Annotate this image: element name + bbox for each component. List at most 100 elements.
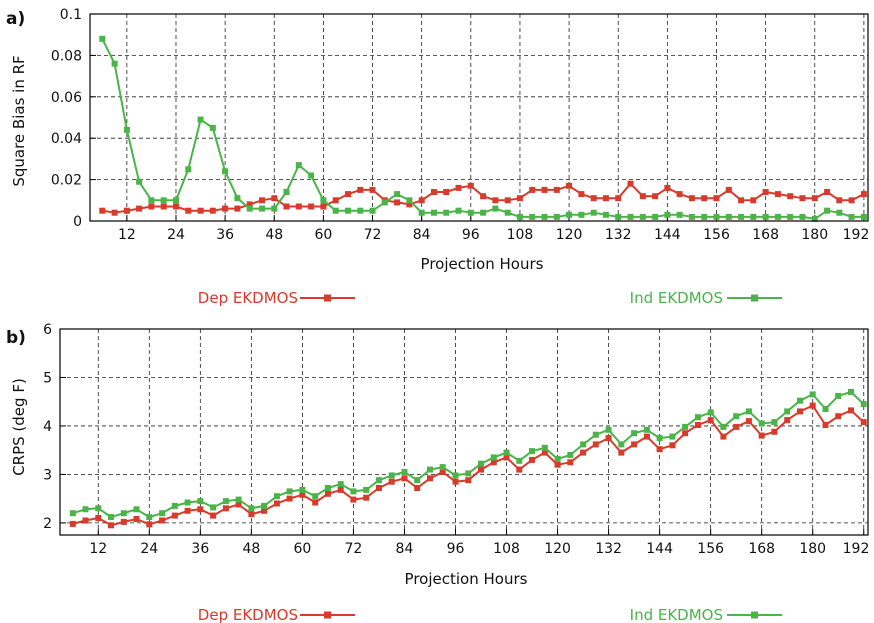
data-point [787,213,794,220]
panel-b-plot-frame [59,328,869,536]
data-point [312,493,319,500]
data-point [184,499,191,506]
x-tick-label: 48 [242,541,260,557]
data-point [669,442,676,449]
data-point [809,402,816,409]
data-point [173,203,179,210]
data-point [627,180,634,187]
data-point [357,186,364,193]
data-point [602,211,609,218]
data-point [345,191,351,198]
data-point [160,197,167,204]
data-point [688,195,695,202]
x-tick-label: 108 [493,541,520,557]
y-tick-label: 3 [43,467,52,483]
data-point [375,477,382,484]
data-point [320,197,327,204]
data-point [822,422,829,428]
data-point [713,195,720,202]
data-point [283,203,290,210]
data-point [363,486,370,493]
x-tick-label: 96 [447,541,465,557]
data-point [809,391,816,398]
data-point [836,209,843,216]
data-point [848,389,854,395]
data-point [652,213,659,220]
x-tick-label: 168 [748,541,775,557]
data-point [345,207,351,214]
data-point [592,441,599,448]
data-point [452,472,459,479]
data-point [738,213,745,220]
y-tick-label: 6 [43,322,52,338]
data-point [553,213,560,220]
data-point [567,459,574,466]
data-point [848,407,854,414]
x-tick-label: 36 [216,227,234,243]
data-point [676,211,683,218]
data-point [108,522,114,529]
x-tick-label: 84 [396,541,414,557]
data-point [308,172,315,179]
data-point [566,182,573,189]
x-tick-label: 12 [118,227,136,243]
data-point [222,205,229,212]
y-tick-label: 0.06 [51,90,82,106]
data-point [222,168,229,175]
data-point [541,186,548,193]
data-point [771,419,778,426]
data-point [259,197,265,204]
data-point [455,184,462,191]
data-point [590,209,597,216]
x-tick-label: 72 [364,227,382,243]
data-point [669,433,676,440]
data-point [762,213,769,220]
data-point [467,209,474,216]
data-point [259,205,265,212]
x-tick-label: 24 [167,227,185,243]
data-point [69,520,76,527]
data-point [733,423,740,430]
panel-a: a) 0 0.02 0.04 0.06 0.08 0.1 12 24 36 48 60 72 84 96… [6,7,869,307]
data-point [286,488,293,495]
data-point [350,488,357,495]
data-point [159,517,166,524]
data-point [694,414,701,421]
data-point [209,207,216,214]
data-point [554,455,561,462]
series-ind-ekdmos [99,35,867,222]
data-point [286,495,293,502]
data-point [427,475,433,482]
data-point [136,178,143,185]
data-point [492,205,499,212]
data-point [197,506,204,513]
data-point [784,417,791,424]
series-dep-ekdmos [69,402,867,529]
data-point [529,448,535,455]
x-tick-label: 168 [752,227,779,243]
data-point [406,201,413,208]
data-point [209,124,216,131]
data-point [401,475,408,482]
data-point [516,213,523,220]
x-tick-label: 180 [801,227,828,243]
data-point [369,186,376,193]
data-point [324,490,331,497]
data-point [95,515,102,521]
data-point [799,213,806,220]
panel-a-series [99,35,867,222]
data-point [811,195,818,202]
data-point [261,502,268,509]
data-point [797,397,803,404]
data-point [324,485,331,491]
panel-b-x-tick-labels: 12 24 36 48 60 72 84 96 108 120 132 144 156 168 180 192 [89,541,869,557]
data-point [148,203,155,210]
data-point [758,432,765,439]
data-point [99,35,106,42]
series-line [72,404,865,527]
data-point [627,213,634,220]
data-point [656,435,663,442]
data-point [618,441,625,448]
x-tick-label: 72 [345,541,363,557]
x-tick-label: 156 [697,541,724,557]
